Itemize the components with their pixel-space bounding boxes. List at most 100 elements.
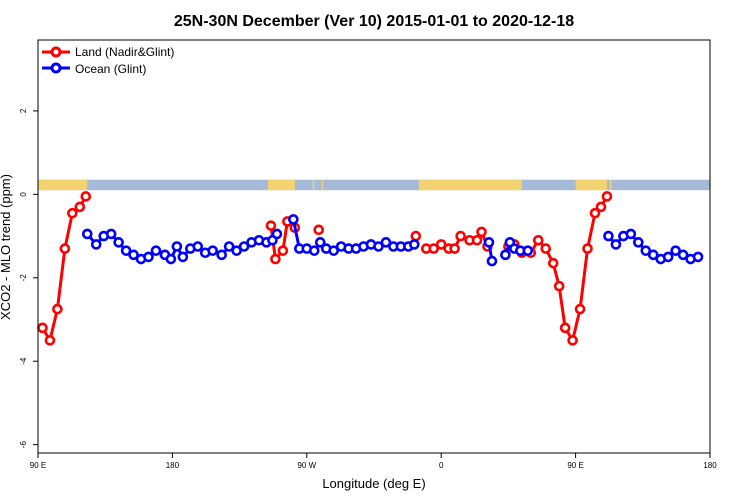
land-point — [471, 234, 483, 246]
ocean-point — [625, 228, 637, 240]
land-point — [553, 280, 565, 292]
ocean-point — [308, 245, 320, 256]
legend: Land (Nadir&Glint) Ocean (Glint) — [42, 45, 174, 76]
land-point — [59, 243, 71, 254]
ocean-point — [165, 253, 177, 265]
land-point — [80, 191, 92, 202]
x-tick-label: 180 — [166, 461, 180, 470]
land-point — [74, 201, 86, 213]
land-point — [567, 335, 578, 346]
land-point — [540, 243, 552, 254]
ocean-point — [238, 241, 250, 252]
ocean-point — [120, 245, 132, 256]
land-point — [37, 322, 48, 334]
ocean-point — [373, 241, 384, 252]
ocean-point — [380, 237, 392, 248]
x-axis-label: Longitude (deg E) — [322, 476, 425, 491]
ocean-point — [288, 214, 299, 225]
land-point — [582, 243, 593, 254]
ocean-point — [314, 237, 326, 248]
ocean-point — [603, 230, 614, 242]
ocean-point — [647, 249, 659, 261]
ocean-point — [150, 245, 162, 256]
surface-band — [38, 179, 710, 191]
land-point — [435, 239, 447, 250]
ocean-point — [231, 245, 242, 256]
ocean-point — [633, 237, 644, 248]
ocean-point — [522, 245, 534, 256]
ocean-point — [171, 241, 183, 252]
y-tick-label: 0 — [19, 192, 28, 197]
land-point — [532, 234, 544, 246]
ocean-point — [271, 228, 283, 240]
ocean-point — [143, 251, 154, 263]
ocean-point — [113, 237, 124, 248]
ocean-point — [692, 251, 704, 263]
ocean-point — [223, 241, 235, 252]
land-point — [574, 303, 586, 315]
land-series-line — [41, 195, 88, 342]
legend-land-label: Land (Nadir&Glint) — [75, 45, 174, 59]
land-point — [449, 243, 460, 254]
y-tick-label: -6 — [19, 441, 28, 449]
ocean-point — [216, 249, 227, 261]
series-layer — [37, 191, 704, 346]
land-band-span — [38, 179, 88, 191]
land-point — [313, 224, 325, 236]
x-tick-label: 90 E — [567, 461, 583, 470]
land-point — [601, 191, 613, 202]
land-band-span — [609, 179, 612, 191]
land-band-span — [418, 179, 522, 191]
ocean-point — [640, 245, 652, 256]
land-point — [589, 207, 601, 219]
ocean-point — [662, 251, 674, 263]
plot-frame — [37, 39, 711, 454]
x-tick-label: 0 — [439, 461, 444, 470]
land-point — [277, 245, 289, 256]
land-band-span — [321, 179, 324, 191]
ocean-band — [38, 179, 710, 191]
land-band-span — [575, 179, 607, 191]
land-band-span — [267, 179, 295, 191]
ocean-point — [500, 249, 511, 261]
ocean-point — [670, 245, 681, 256]
legend-ocean-marker — [50, 62, 62, 74]
ocean-point — [207, 245, 219, 256]
ocean-point — [105, 228, 117, 240]
x-tick-label: 90 W — [297, 461, 316, 470]
y-axis-label: XCO2 - MLO trend (ppm) — [0, 174, 13, 320]
y-tick-label: -2 — [19, 274, 28, 282]
legend-ocean-label: Ocean (Glint) — [75, 62, 146, 76]
ocean-point — [90, 239, 102, 250]
land-point — [476, 226, 487, 238]
land-point — [265, 220, 277, 231]
y-axis: 2 0 -2 -4 -6 — [19, 108, 38, 448]
y-tick-label: 2 — [19, 108, 28, 113]
x-axis: 90 E 180 90 W 0 90 E 180 — [30, 453, 717, 470]
ocean-point — [483, 237, 495, 248]
land-point — [428, 243, 440, 254]
land-point — [67, 207, 78, 219]
land-point — [547, 257, 559, 269]
ocean-point — [81, 228, 93, 240]
x-tick-label: 180 — [703, 461, 717, 470]
land-point — [595, 201, 607, 213]
ocean-point — [409, 239, 420, 250]
x-tick-label: 90 E — [30, 461, 46, 470]
ocean-point — [486, 255, 498, 267]
ocean-point — [677, 249, 689, 261]
ocean-point — [192, 241, 204, 252]
chart-title: 25N-30N December (Ver 10) 2015-01-01 to … — [174, 13, 574, 30]
ocean-point — [128, 249, 139, 261]
land-point — [52, 303, 63, 315]
y-tick-label: -4 — [19, 357, 28, 365]
land-point — [455, 230, 466, 242]
land-point — [44, 335, 56, 346]
ocean-point — [177, 251, 189, 263]
ocean-point — [610, 239, 622, 250]
land-band-span — [312, 179, 315, 191]
land-point — [410, 230, 422, 242]
land-point — [270, 253, 281, 265]
land-point — [559, 322, 571, 334]
